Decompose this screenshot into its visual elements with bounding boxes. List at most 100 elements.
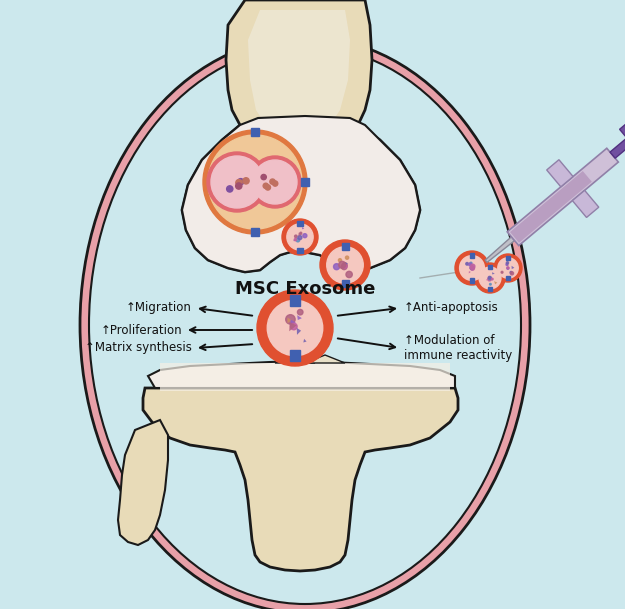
Circle shape — [471, 264, 475, 269]
Circle shape — [236, 180, 242, 186]
Circle shape — [286, 315, 295, 324]
Circle shape — [346, 271, 352, 278]
Bar — [506, 256, 510, 260]
Circle shape — [227, 186, 233, 192]
Circle shape — [282, 219, 318, 255]
Polygon shape — [303, 339, 307, 342]
Polygon shape — [297, 328, 301, 335]
Polygon shape — [619, 121, 625, 153]
Circle shape — [298, 236, 302, 239]
Circle shape — [344, 265, 347, 268]
Polygon shape — [510, 171, 592, 243]
Polygon shape — [148, 361, 455, 388]
Polygon shape — [275, 355, 315, 363]
Bar — [469, 253, 474, 258]
Circle shape — [488, 276, 491, 279]
Circle shape — [341, 264, 347, 270]
Text: ↑Anti-apoptosis: ↑Anti-apoptosis — [404, 301, 499, 314]
Text: ↑Proliferation: ↑Proliferation — [101, 323, 182, 337]
Circle shape — [510, 272, 512, 273]
Circle shape — [298, 309, 303, 315]
Circle shape — [327, 247, 363, 283]
Polygon shape — [305, 355, 345, 363]
Circle shape — [459, 256, 484, 280]
Circle shape — [291, 323, 297, 330]
Circle shape — [272, 181, 278, 186]
Bar — [251, 228, 259, 236]
Circle shape — [300, 232, 302, 234]
Bar — [506, 276, 510, 280]
Circle shape — [265, 185, 271, 190]
Circle shape — [506, 264, 508, 266]
Circle shape — [507, 267, 509, 269]
Circle shape — [491, 278, 493, 280]
Circle shape — [489, 276, 491, 280]
Circle shape — [296, 238, 299, 242]
Polygon shape — [182, 116, 420, 272]
Bar — [341, 243, 349, 250]
Polygon shape — [302, 227, 304, 230]
Polygon shape — [469, 271, 471, 273]
Circle shape — [471, 266, 474, 270]
Circle shape — [208, 135, 302, 229]
Polygon shape — [485, 237, 514, 262]
Polygon shape — [143, 388, 458, 571]
Circle shape — [268, 300, 322, 356]
Polygon shape — [511, 266, 514, 269]
Circle shape — [489, 283, 491, 285]
Bar — [301, 178, 309, 186]
Circle shape — [469, 263, 472, 266]
Polygon shape — [118, 420, 168, 545]
Polygon shape — [610, 138, 625, 158]
Circle shape — [211, 156, 263, 208]
Circle shape — [303, 234, 307, 238]
Circle shape — [287, 224, 313, 250]
Polygon shape — [291, 319, 296, 324]
Circle shape — [506, 262, 509, 264]
Ellipse shape — [80, 37, 530, 609]
Circle shape — [320, 240, 370, 290]
Text: ↑Migration: ↑Migration — [126, 301, 192, 314]
Polygon shape — [506, 264, 509, 266]
Circle shape — [511, 272, 514, 275]
Polygon shape — [547, 160, 573, 187]
Bar — [488, 287, 492, 291]
Polygon shape — [486, 279, 488, 280]
Circle shape — [203, 130, 307, 234]
Circle shape — [471, 266, 474, 270]
Circle shape — [253, 160, 297, 204]
Bar — [298, 248, 302, 253]
Bar — [341, 280, 349, 287]
Polygon shape — [248, 10, 350, 135]
Circle shape — [261, 174, 266, 180]
Text: MSC Exosome: MSC Exosome — [235, 280, 375, 298]
Polygon shape — [469, 267, 471, 269]
Polygon shape — [294, 240, 295, 241]
Circle shape — [294, 235, 297, 238]
Circle shape — [494, 254, 522, 282]
Circle shape — [270, 179, 275, 185]
Circle shape — [257, 290, 333, 366]
Circle shape — [346, 256, 349, 259]
Polygon shape — [298, 315, 302, 320]
Polygon shape — [289, 322, 297, 331]
Circle shape — [207, 152, 267, 212]
Circle shape — [243, 178, 249, 184]
Polygon shape — [182, 0, 420, 272]
Circle shape — [236, 183, 242, 189]
Polygon shape — [494, 281, 498, 284]
Text: ↑Matrix synthesis: ↑Matrix synthesis — [85, 342, 192, 354]
Circle shape — [238, 178, 244, 185]
Circle shape — [475, 263, 505, 293]
Circle shape — [470, 262, 472, 264]
Polygon shape — [572, 191, 599, 217]
Polygon shape — [298, 233, 302, 236]
Circle shape — [338, 259, 341, 262]
Polygon shape — [344, 262, 348, 267]
Bar — [298, 221, 302, 227]
Polygon shape — [288, 318, 292, 323]
Circle shape — [507, 267, 509, 269]
Circle shape — [249, 156, 301, 208]
Circle shape — [470, 266, 474, 270]
Ellipse shape — [89, 46, 521, 604]
